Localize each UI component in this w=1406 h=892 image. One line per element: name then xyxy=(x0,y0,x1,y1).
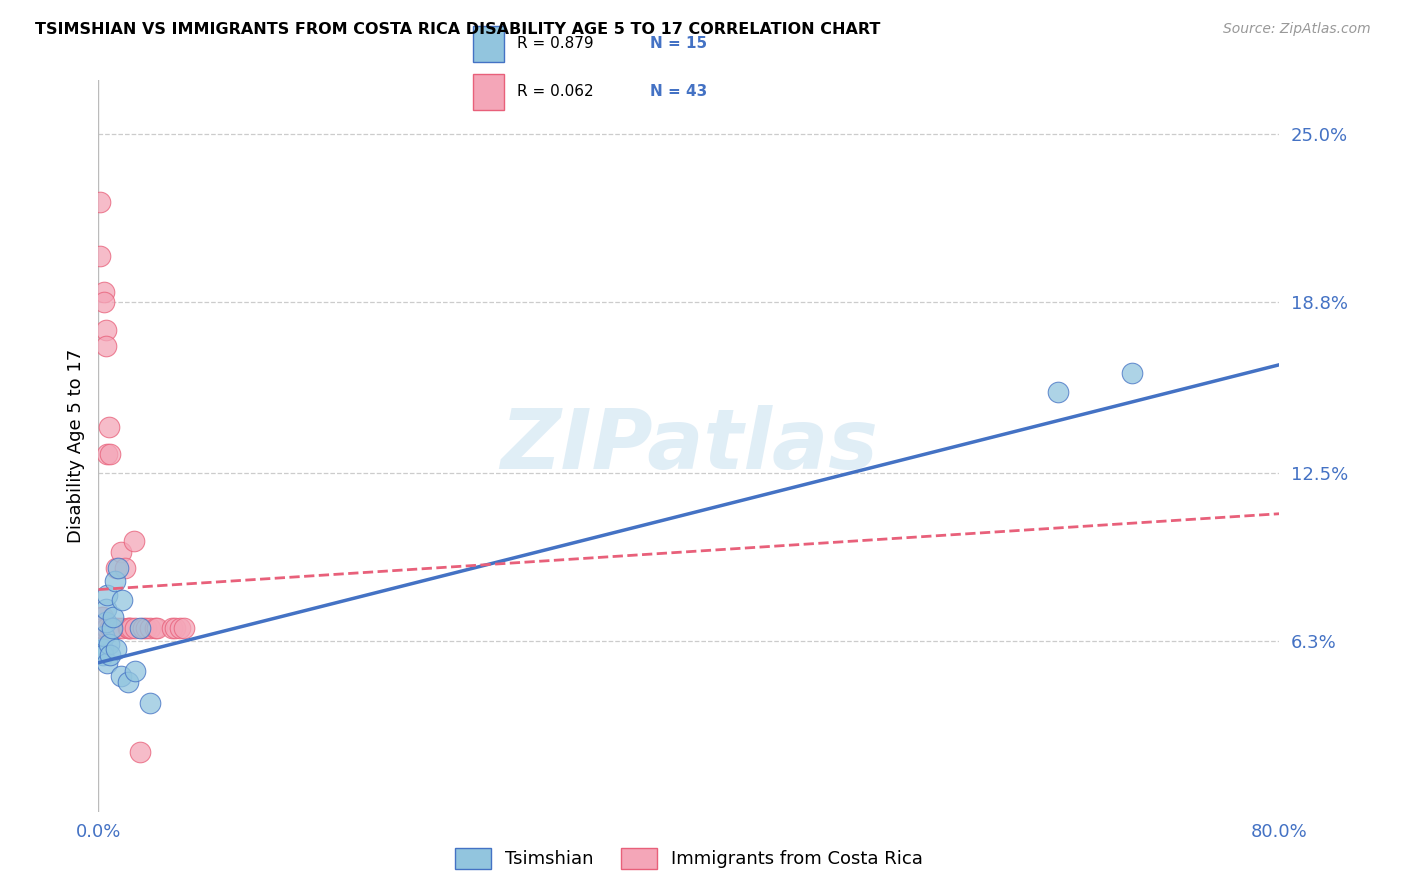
Point xyxy=(143,620,166,634)
Text: N = 15: N = 15 xyxy=(650,36,707,51)
Point xyxy=(124,664,146,678)
Point xyxy=(128,745,150,759)
Point xyxy=(90,609,112,624)
Point xyxy=(117,674,139,689)
Text: Source: ZipAtlas.com: Source: ZipAtlas.com xyxy=(1223,22,1371,37)
Text: ZIPatlas: ZIPatlas xyxy=(501,406,877,486)
Point xyxy=(94,620,117,634)
Point xyxy=(114,561,136,575)
Point xyxy=(105,561,128,575)
Point xyxy=(91,609,114,624)
FancyBboxPatch shape xyxy=(474,74,505,110)
Point xyxy=(90,620,112,634)
Point xyxy=(94,322,117,336)
Text: TSIMSHIAN VS IMMIGRANTS FROM COSTA RICA DISABILITY AGE 5 TO 17 CORRELATION CHART: TSIMSHIAN VS IMMIGRANTS FROM COSTA RICA … xyxy=(35,22,880,37)
Point xyxy=(89,195,111,210)
Point xyxy=(91,620,114,634)
Point xyxy=(96,656,118,670)
Text: R = 0.879: R = 0.879 xyxy=(516,36,593,51)
Point xyxy=(94,615,117,629)
Point xyxy=(103,620,125,634)
Point xyxy=(110,544,132,558)
Point xyxy=(91,620,114,634)
Text: R = 0.062: R = 0.062 xyxy=(516,84,593,99)
Point xyxy=(162,620,183,634)
Point xyxy=(122,533,145,548)
Point xyxy=(173,620,195,634)
Point xyxy=(103,609,125,624)
Point xyxy=(96,588,118,602)
Point xyxy=(89,249,111,263)
Point xyxy=(1046,384,1069,399)
Point xyxy=(104,620,127,634)
Point xyxy=(91,648,114,662)
Point xyxy=(128,620,150,634)
Point xyxy=(139,620,162,634)
Point xyxy=(104,574,127,589)
Y-axis label: Disability Age 5 to 17: Disability Age 5 to 17 xyxy=(66,349,84,543)
Point xyxy=(98,620,121,634)
Point xyxy=(96,447,118,461)
Point xyxy=(132,620,155,634)
Point xyxy=(89,620,111,634)
Point xyxy=(105,642,128,657)
Point xyxy=(98,648,121,662)
Point xyxy=(93,629,115,643)
Point xyxy=(97,637,120,651)
Point xyxy=(100,620,122,634)
Point xyxy=(111,593,134,607)
Point xyxy=(169,620,191,634)
Point xyxy=(100,620,122,634)
Point xyxy=(103,620,125,634)
Text: N = 43: N = 43 xyxy=(650,84,707,99)
Point xyxy=(91,642,114,657)
Point xyxy=(94,601,117,615)
Point xyxy=(111,620,134,634)
Point xyxy=(118,620,141,634)
FancyBboxPatch shape xyxy=(474,26,505,62)
Point xyxy=(96,620,118,634)
Point xyxy=(135,620,157,634)
Point xyxy=(139,697,162,711)
Point xyxy=(120,620,142,634)
Point xyxy=(165,620,187,634)
Point xyxy=(93,285,115,299)
Point xyxy=(146,620,169,634)
Point xyxy=(94,339,117,353)
Point xyxy=(97,420,120,434)
Point xyxy=(107,561,129,575)
Point xyxy=(1121,366,1143,380)
Point xyxy=(117,620,139,634)
Point xyxy=(110,669,132,683)
Point xyxy=(124,620,146,634)
Point xyxy=(90,620,112,634)
Legend: Tsimshian, Immigrants from Costa Rica: Tsimshian, Immigrants from Costa Rica xyxy=(447,840,931,876)
Point xyxy=(107,620,129,634)
Point xyxy=(93,295,115,310)
Point xyxy=(98,447,121,461)
